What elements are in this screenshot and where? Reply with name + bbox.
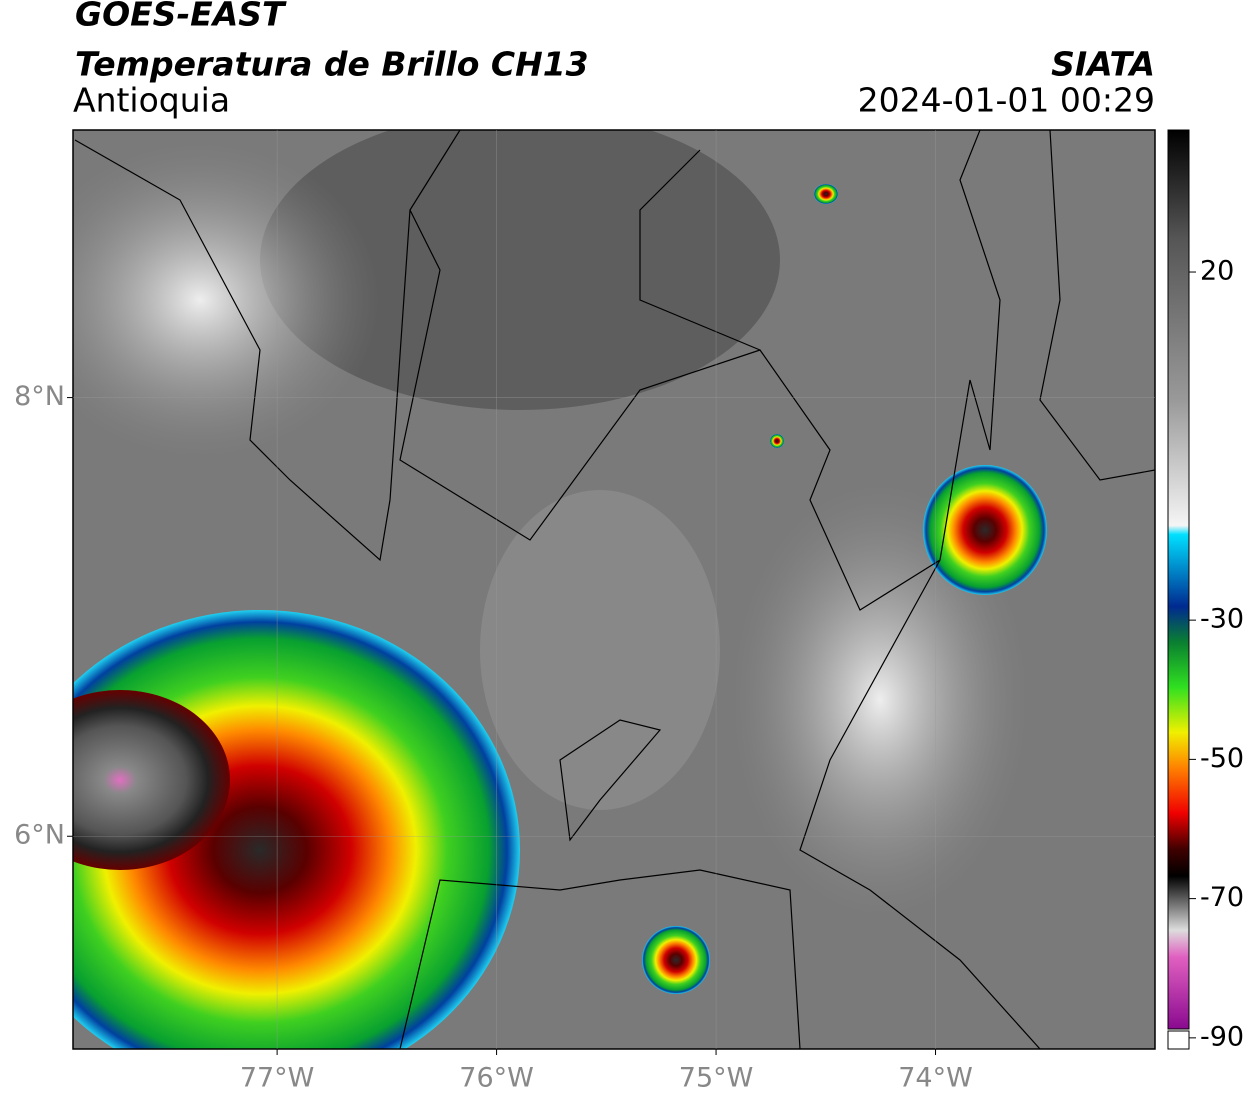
datetime: 2024-01-01 00:29 (858, 81, 1155, 120)
source: SIATA (1051, 45, 1155, 84)
colorbar-tick-label: -50 (1200, 743, 1244, 774)
colorbar-tick-label: -70 (1200, 882, 1244, 913)
colorbar-tick-label: -90 (1200, 1021, 1244, 1052)
x-tick-label: 76°W (459, 1063, 534, 1094)
title: GOES-EAST (75, 0, 287, 34)
map-frame (72, 129, 1156, 1050)
x-tick-label: 75°W (679, 1063, 754, 1094)
x-tick-label: 77°W (240, 1063, 315, 1094)
colorbar (1167, 129, 1190, 1030)
satellite-image (73, 130, 1155, 1049)
y-tick-label: 8°N (14, 381, 65, 412)
colorbar-tick-label: 20 (1200, 256, 1234, 287)
x-tick-label: 74°W (898, 1063, 973, 1094)
region: Antioquia (73, 81, 230, 120)
y-tick-label: 6°N (14, 820, 65, 851)
subtitle: Temperatura de Brillo CH13 (75, 45, 589, 84)
colorbar-under (1167, 1030, 1190, 1050)
colorbar-tick-label: -30 (1200, 604, 1244, 635)
